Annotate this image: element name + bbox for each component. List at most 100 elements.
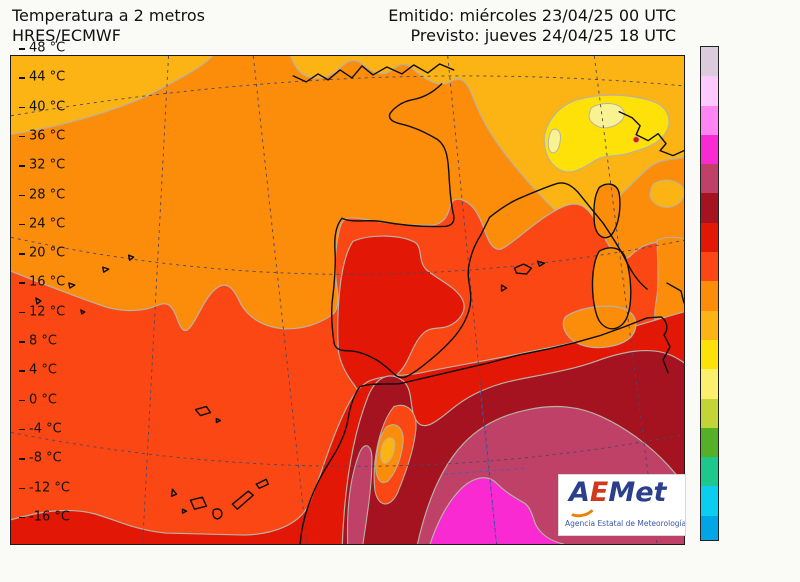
island-mallorca xyxy=(513,263,533,275)
graticule xyxy=(11,56,684,544)
product-title: Temperatura a 2 metros xyxy=(12,6,205,25)
colorbar-band xyxy=(701,47,718,77)
grid-meridian-2 xyxy=(252,56,308,544)
colorbar-band xyxy=(701,134,718,165)
model-name: HRES/ECMWF xyxy=(12,26,121,45)
emitted-datetime: Emitido: miércoles 23/04/25 00 UTC xyxy=(388,6,676,25)
colorbar-tick-mark xyxy=(19,370,25,372)
islands-azores xyxy=(35,254,135,315)
colorbar-tick-label: 32 °C xyxy=(29,157,66,173)
colorbar-band xyxy=(701,398,718,428)
colorbar-band xyxy=(701,222,718,253)
region-yellow-alps xyxy=(543,94,670,173)
colorbar-tick-mark xyxy=(19,399,25,402)
colorbar-tick-mark xyxy=(19,458,25,460)
colorbar-tick-mark xyxy=(19,487,25,489)
region-amber-apennines xyxy=(649,179,684,208)
coastline-north-africa xyxy=(359,316,671,388)
grid-meridian-blue-segment xyxy=(479,384,498,544)
region-amber-northwest xyxy=(11,56,214,136)
aemet-logo-subtitle: Agencia Estatal de Meteorología xyxy=(565,519,686,528)
colorbar-tick-mark xyxy=(19,194,25,196)
coastline-england xyxy=(292,63,455,83)
grid-meridian-4 xyxy=(593,56,658,544)
aemet-logo-letters-met: Met xyxy=(608,477,667,508)
grid-parallel-2 xyxy=(11,236,684,275)
run-info-block: Emitido: miércoles 23/04/25 00 UTC Previ… xyxy=(388,6,676,46)
colorbar-band xyxy=(701,252,718,282)
grid-parallel-1 xyxy=(11,75,684,117)
colorbar-tick-mark xyxy=(19,341,25,343)
coastline-iberia xyxy=(330,216,491,379)
islands-canary xyxy=(170,478,269,520)
grid-meridian-1 xyxy=(142,56,169,544)
region-red-iberia xyxy=(337,235,465,409)
colorbar-band xyxy=(701,515,718,540)
island-menorca xyxy=(536,260,546,267)
aemet-logo-letter-a: A xyxy=(569,477,590,508)
colorbar-tick-label: 40 °C xyxy=(29,99,66,115)
island-ibiza xyxy=(500,284,508,292)
coastline-adriatic xyxy=(618,111,684,157)
colorbar-tick-mark xyxy=(19,48,25,50)
colorbar-band xyxy=(701,310,718,340)
colorbar-tick-label: -8 °C xyxy=(29,450,62,466)
colorbar-band xyxy=(701,105,718,135)
colorbar-tick-label: 16 °C xyxy=(29,274,66,290)
colorbar-tick-mark xyxy=(19,311,25,314)
colorbar-band xyxy=(701,164,718,194)
coastline-france xyxy=(341,83,455,228)
colorbar-tick-label: 20 °C xyxy=(29,245,66,261)
map-canvas xyxy=(11,56,684,544)
coastlines xyxy=(35,63,684,544)
colorbar-tick-label: 8 °C xyxy=(29,333,57,349)
colorbar-tick-mark xyxy=(19,282,25,284)
colorbar-tick-mark xyxy=(19,77,25,79)
colorbar-band xyxy=(701,76,718,106)
region-magenta-sahara xyxy=(429,477,564,544)
region-carmine-west-strip xyxy=(346,445,373,544)
colorbar-tick-label: 44 °C xyxy=(29,69,66,85)
region-amber-atlas-core xyxy=(380,437,396,464)
colorbar-tick-label: -16 °C xyxy=(29,509,70,525)
colorbar-tick-mark xyxy=(19,106,25,109)
colorbar-tick-mark xyxy=(19,516,25,519)
colorbar-band xyxy=(701,486,718,516)
aemet-logo-word: AEMet xyxy=(569,477,666,508)
colorbar-tick-label: 24 °C xyxy=(29,216,66,232)
colorbar-tick-label: 12 °C xyxy=(29,304,66,320)
colorbar-band xyxy=(701,427,718,458)
region-paleyellow-alps-core xyxy=(588,103,625,129)
colorbar-band xyxy=(701,281,718,311)
colorbar-tick-label: 0 °C xyxy=(29,392,57,408)
aemet-logo: AEMet Agencia Estatal de Meteorología xyxy=(558,474,686,536)
colorbar-tick-label: 28 °C xyxy=(29,187,66,202)
temperature-colorbar xyxy=(700,46,719,541)
forecast-datetime: Previsto: jueves 24/04/25 18 UTC xyxy=(410,26,677,45)
colorbar-tick-mark xyxy=(19,223,25,226)
island-sardinia xyxy=(591,247,632,330)
colorbar-tick-mark xyxy=(19,428,25,431)
region-orange-algeria-coast xyxy=(562,305,637,349)
colorbar-tick-label: 36 °C xyxy=(29,128,66,144)
colorbar-band xyxy=(701,339,718,370)
temperature-map xyxy=(10,55,685,545)
island-sicily-edge xyxy=(666,282,684,304)
coastline-morocco-atlantic xyxy=(299,385,361,544)
grid-meridian-3 xyxy=(447,56,498,544)
aemet-logo-letter-e: E xyxy=(589,477,609,508)
colorbar-band xyxy=(701,193,718,223)
colorbar-tick-label: 4 °C xyxy=(29,362,57,378)
colorbar-tick-label: -12 °C xyxy=(29,480,70,495)
grid-parallel-3 xyxy=(11,432,684,467)
colorbar-band xyxy=(701,457,718,487)
islands-madeira xyxy=(194,405,222,424)
product-title-block: Temperatura a 2 metros HRES/ECMWF xyxy=(12,6,205,46)
region-red-dot-venice xyxy=(632,136,640,144)
colorbar-tick-mark xyxy=(19,253,25,255)
colorbar-tick-mark xyxy=(19,165,25,167)
colorbar-tick-label: -4 °C xyxy=(29,421,62,437)
colorbar-tick-label: 48 °C xyxy=(29,40,66,56)
colorbar-band xyxy=(701,369,718,399)
colorbar-tick-mark xyxy=(19,135,25,138)
